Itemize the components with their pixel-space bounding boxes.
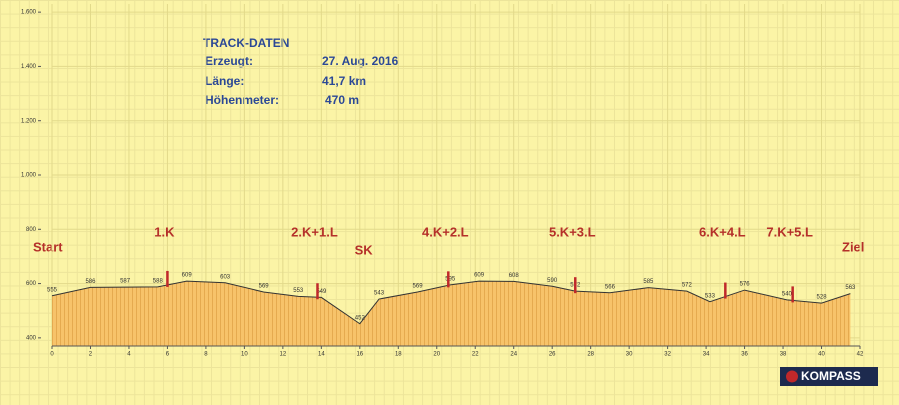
x-tick-label: 28: [587, 352, 594, 358]
marker-label: 4.K+2.L: [422, 224, 469, 239]
value-label: 587: [120, 279, 131, 285]
info-title: TRACK-DATEN: [203, 36, 289, 50]
value-label: 543: [374, 291, 385, 297]
x-tick-label: 2: [89, 352, 93, 358]
x-tick-label: 38: [780, 352, 787, 358]
x-tick-label: 22: [472, 352, 479, 358]
y-tick-label: 1.600: [21, 10, 37, 16]
x-tick-label: 34: [703, 352, 710, 358]
value-label: 555: [47, 287, 58, 293]
info-value: 470 m: [325, 93, 359, 107]
value-label: 566: [605, 284, 616, 290]
x-tick-label: 32: [664, 352, 671, 358]
value-label: 603: [220, 274, 231, 280]
value-label: 569: [259, 284, 270, 290]
x-tick-label: 42: [857, 352, 864, 358]
y-tick-label: 400: [26, 335, 37, 341]
marker-label: 2.K+1.L: [291, 224, 338, 239]
value-label: 569: [413, 284, 424, 290]
x-tick-label: 18: [395, 352, 402, 358]
value-label: 590: [547, 278, 558, 284]
value-label: 563: [845, 285, 856, 291]
marker-label: 5.K+3.L: [549, 224, 596, 239]
x-tick-label: 6: [166, 352, 170, 358]
y-tick-label: 1.200: [21, 118, 37, 124]
logo-icon: [786, 370, 798, 383]
x-tick-label: 20: [433, 352, 440, 358]
marker-label: 1.K: [154, 224, 175, 239]
info-value: 41,7 km: [322, 74, 366, 88]
y-tick-label: 1.000: [21, 173, 37, 179]
end-label: Ziel: [842, 239, 864, 254]
x-tick-label: 8: [204, 352, 208, 358]
info-key: Höhenmeter:: [205, 93, 279, 107]
value-label: 608: [509, 273, 520, 279]
x-tick-label: 30: [626, 352, 633, 358]
value-label: 588: [153, 278, 164, 284]
elevation-line: [51, 280, 851, 325]
x-tick-label: 0: [50, 352, 54, 358]
x-tick-label: 40: [818, 352, 825, 358]
x-tick-label: 16: [356, 352, 363, 358]
x-tick-label: 24: [510, 352, 517, 358]
section-label: SK: [355, 242, 374, 257]
info-key: Länge:: [205, 74, 244, 88]
info-key: Erzeugt:: [205, 54, 253, 68]
y-tick-label: 600: [26, 281, 37, 287]
value-label: 609: [474, 273, 485, 279]
value-label: 585: [643, 279, 654, 285]
value-label: 528: [817, 295, 828, 301]
value-label: 586: [85, 279, 96, 285]
value-label: 553: [293, 288, 304, 294]
x-tick-label: 14: [318, 352, 325, 358]
x-tick-label: 4: [127, 352, 131, 358]
value-label: 549: [316, 289, 327, 295]
value-label: 572: [682, 283, 693, 289]
value-label: 540: [782, 291, 793, 297]
value-label: 452: [355, 315, 366, 321]
x-tick-label: 10: [241, 352, 248, 358]
value-label: 576: [740, 282, 751, 288]
y-tick-label: 800: [26, 227, 37, 233]
logo-box: [780, 367, 878, 386]
marker-label: 7.K+5.L: [766, 224, 813, 239]
y-tick-label: 1.400: [21, 64, 37, 70]
elevation-area: [52, 281, 851, 346]
x-tick-label: 26: [549, 352, 556, 358]
marker-label: 6.K+4.L: [699, 224, 746, 239]
x-tick-label: 36: [741, 352, 748, 358]
value-label: 533: [705, 293, 716, 299]
start-label: Start: [33, 239, 63, 254]
value-label: 609: [182, 273, 193, 279]
logo: KOMPASS: [801, 369, 861, 383]
value-label: 595: [445, 277, 456, 283]
x-tick-label: 12: [280, 352, 287, 358]
